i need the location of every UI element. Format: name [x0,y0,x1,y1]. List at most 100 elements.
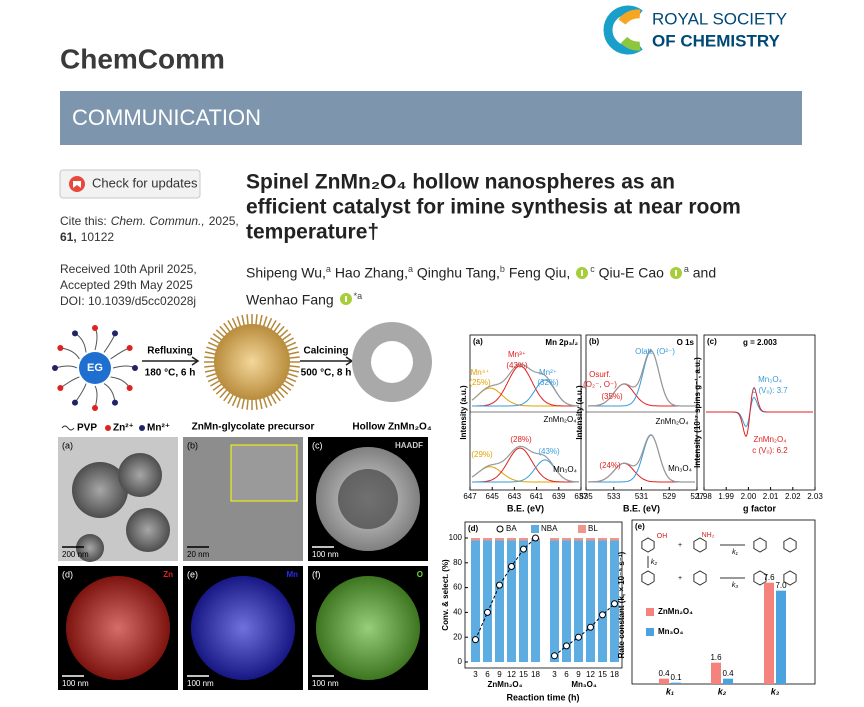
x-tick-label: 6 [564,670,569,679]
x-tick-label: 645 [486,492,500,501]
bar-segment [550,538,559,541]
legend-marker [646,628,654,636]
y-axis-label: Rate constant (k, × 10⁻⁵ s⁻¹) [617,551,626,658]
step-label: Calcining [303,346,348,357]
bar [723,678,733,684]
annotation: (43%) [538,447,560,456]
conversion-point [599,611,606,619]
spike [204,351,217,356]
precursor-label: ZnMn-glycolate precursor [192,422,315,433]
legend-label: ZnMn₂O₄ [658,607,693,616]
article-title: Spinel ZnMn₂O₄ hollow nanospheres as an [246,171,675,194]
annotation: Mn³⁺ [508,350,526,359]
spike [204,368,217,373]
legend-label: BA [506,524,517,533]
panel-label: (e) [187,569,198,579]
spike [241,397,246,410]
author-name: Qinghu Tang, [416,264,500,281]
x-axis-label: g factor [743,503,777,513]
annotation: ZnMn₂O₄ [753,435,786,444]
fit-component [588,434,695,483]
scheme-label: NH₂ [702,532,715,539]
y-tick-label: 80 [453,558,462,567]
benzene-ring [693,570,707,586]
spike [287,351,300,356]
citation-page: 10122 [81,230,115,244]
hollow-center [338,469,398,529]
doi: DOI: 10.1039/d5cc02028j [60,294,196,308]
step-condition: 500 °C, 8 h [301,368,352,379]
scale-label: 100 nm [187,679,214,688]
product-label: Hollow ZnMn₂O₄ [352,422,431,433]
bar-segment [586,540,595,662]
pvp-chain [60,347,80,360]
ion [92,325,98,331]
legend-label: Mn₃O₄ [658,627,683,636]
legend-label: Zn²⁺ [113,423,134,434]
bar-segment [471,540,480,662]
scheme-label: + [678,575,682,582]
ion [132,365,138,371]
x-tick-label: 637 [574,492,588,501]
bar-segment [598,540,607,662]
ion [92,405,98,411]
panel-label: (c) [707,337,717,346]
annotation: Mn₃O₄ [553,465,577,474]
legend-marker [496,525,504,533]
nanosphere-shade [118,453,162,497]
legend-marker [578,525,586,533]
spike [272,390,281,402]
element-map-shade [316,576,420,680]
annotation: Olatt. (O²⁻) [635,347,675,356]
bar-segment [471,538,480,541]
panel-label: (b) [187,440,198,450]
ion [52,365,58,371]
bar-segment [574,538,583,541]
group-label: ZnMn₂O₄ [488,680,523,689]
element-tag: Mn [286,570,298,579]
publisher-name: ROYAL SOCIETY [652,9,787,28]
panel-label: (a) [473,337,483,346]
element-map-shade [66,576,170,680]
element-tag-bg [275,569,300,581]
orcid-icon [669,266,682,279]
pvp-chain [54,365,78,369]
value-label: 0.4 [658,669,670,678]
spike [246,314,249,327]
spike [255,314,258,327]
y-axis-label: Intensity (a.u.) [575,385,584,440]
bar-segment [610,538,619,541]
journal-name: ChemComm [60,43,225,74]
scale-label: 200 nm [62,550,89,559]
plot-frame [469,334,582,491]
publisher-logo [603,5,643,55]
spectrum [471,363,579,407]
inset [230,444,298,502]
element-tag: HAADF [395,441,423,450]
panel-label: (d) [62,569,73,579]
bar-segment [562,538,571,541]
pvp-chain [110,347,130,360]
spike [287,368,300,373]
x-tick-label: 647 [463,492,477,501]
bar-segment [507,540,516,662]
bar-segment [495,538,504,541]
bar-segment [519,538,528,541]
conversion-point [520,545,527,553]
check-updates-button[interactable] [59,169,201,199]
y-axis-label: Intensity (a.u.) [459,385,468,440]
ion [57,345,64,351]
bar [711,662,721,684]
author-list: Shipeng Wu,a Hao Zhang,a Qinghu Tang,b F… [246,258,761,311]
x-tick-label: k₁ [666,686,674,696]
panel-title: O 1s [677,338,695,347]
bar-segment [483,540,492,662]
spike [258,314,263,327]
orcid-icon [339,293,352,306]
pvp-chain [112,365,136,369]
spike [255,397,258,410]
annotation: ZnMn₂O₄ [655,417,688,426]
scheme-label: k₂ [651,559,658,566]
spike [272,322,281,334]
